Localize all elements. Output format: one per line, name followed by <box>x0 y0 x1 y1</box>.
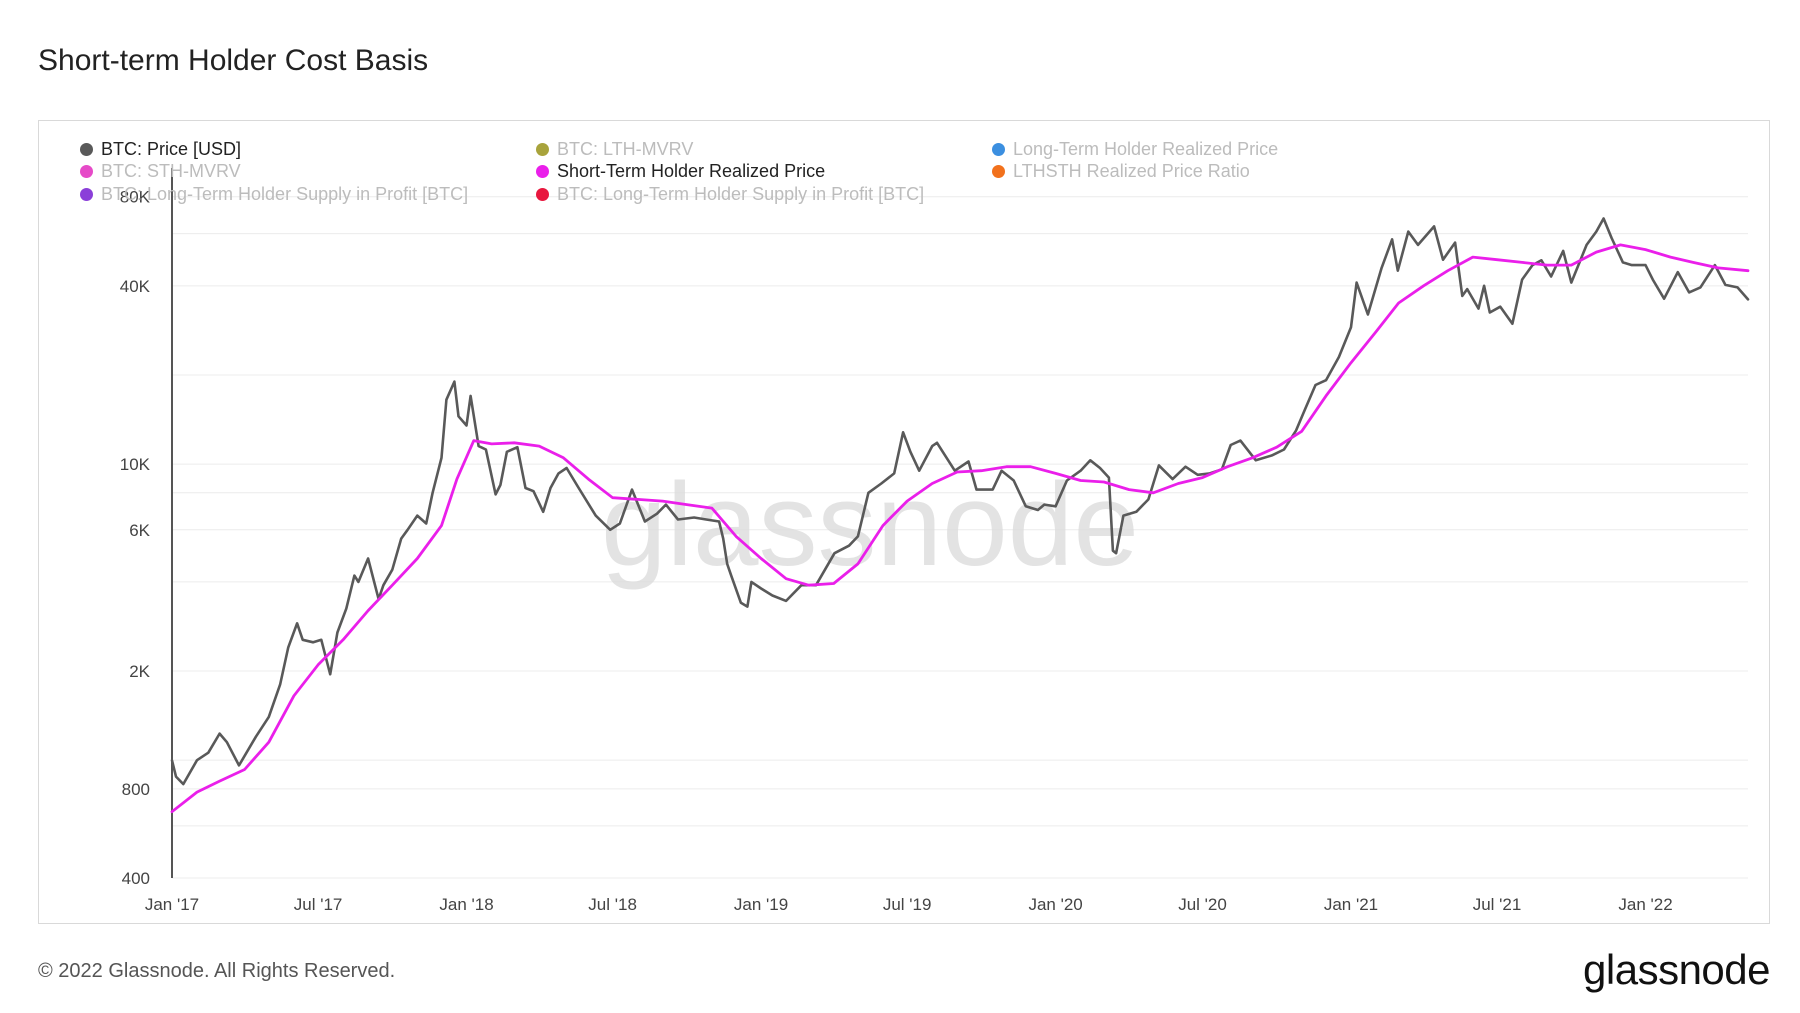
legend-dot-icon <box>992 143 1005 156</box>
legend-item[interactable]: BTC: Long-Term Holder Supply in Profit [… <box>536 184 924 205</box>
chart-title: Short-term Holder Cost Basis <box>38 44 429 77</box>
legend-dot-icon <box>80 188 93 201</box>
y-tick-label: 400 <box>122 869 150 888</box>
legend-dot-icon <box>536 165 549 178</box>
legend-item[interactable]: LTHSTH Realized Price Ratio <box>992 161 1250 182</box>
sth-realized-price-line <box>170 243 1750 814</box>
x-tick-label: Jul '19 <box>883 895 932 914</box>
copyright-text: © 2022 Glassnode. All Rights Reserved. <box>38 960 396 982</box>
y-tick-label: 10K <box>120 455 151 474</box>
y-tick-label: 2K <box>129 662 150 681</box>
y-tick-label: 40K <box>120 277 151 296</box>
legend-item[interactable]: BTC: LTH-MVRV <box>536 139 693 160</box>
y-tick-label: 6K <box>129 521 150 540</box>
legend-dot-icon <box>536 143 549 156</box>
legend-label: BTC: Long-Term Holder Supply in Profit [… <box>101 184 469 204</box>
legend-item[interactable]: BTC: STH-MVRV <box>80 161 241 182</box>
btc-price-line <box>170 217 1750 786</box>
x-tick-label: Jan '22 <box>1618 895 1672 914</box>
chart-frame <box>38 120 1770 924</box>
y-tick-label: 800 <box>122 780 150 799</box>
legend-dot-icon <box>80 165 93 178</box>
legend-item[interactable]: Long-Term Holder Realized Price <box>992 139 1278 160</box>
legend-label: BTC: Long-Term Holder Supply in Profit [… <box>557 184 925 204</box>
legend-label: BTC: LTH-MVRV <box>557 139 694 159</box>
x-tick-label: Jan '20 <box>1028 895 1082 914</box>
legend-item[interactable]: BTC: Long-Term Holder Supply in Profit [… <box>80 184 468 205</box>
legend-label: BTC: Price [USD] <box>101 139 242 159</box>
legend-label: Long-Term Holder Realized Price <box>1013 139 1279 159</box>
x-tick-label: Jul '20 <box>1178 895 1227 914</box>
x-tick-label: Jul '17 <box>294 895 343 914</box>
y-tick-label: 80K <box>120 188 151 207</box>
x-tick-label: Jan '17 <box>145 895 199 914</box>
legend-dot-icon <box>80 143 93 156</box>
x-tick-label: Jul '18 <box>588 895 637 914</box>
legend-label: LTHSTH Realized Price Ratio <box>1013 161 1250 181</box>
legend-label: Short-Term Holder Realized Price <box>557 161 826 181</box>
x-tick-label: Jan '19 <box>734 895 788 914</box>
legend-item[interactable]: Short-Term Holder Realized Price <box>536 161 825 182</box>
legend-label: BTC: STH-MVRV <box>101 161 241 181</box>
x-tick-label: Jan '18 <box>439 895 493 914</box>
legend-item[interactable]: BTC: Price [USD] <box>80 139 241 160</box>
glassnode-logo: glassnode <box>1583 946 1770 993</box>
x-tick-label: Jan '21 <box>1324 895 1378 914</box>
watermark-text: glassnode <box>601 459 1139 591</box>
legend-dot-icon <box>536 188 549 201</box>
x-tick-label: Jul '21 <box>1473 895 1522 914</box>
legend-dot-icon <box>992 165 1005 178</box>
